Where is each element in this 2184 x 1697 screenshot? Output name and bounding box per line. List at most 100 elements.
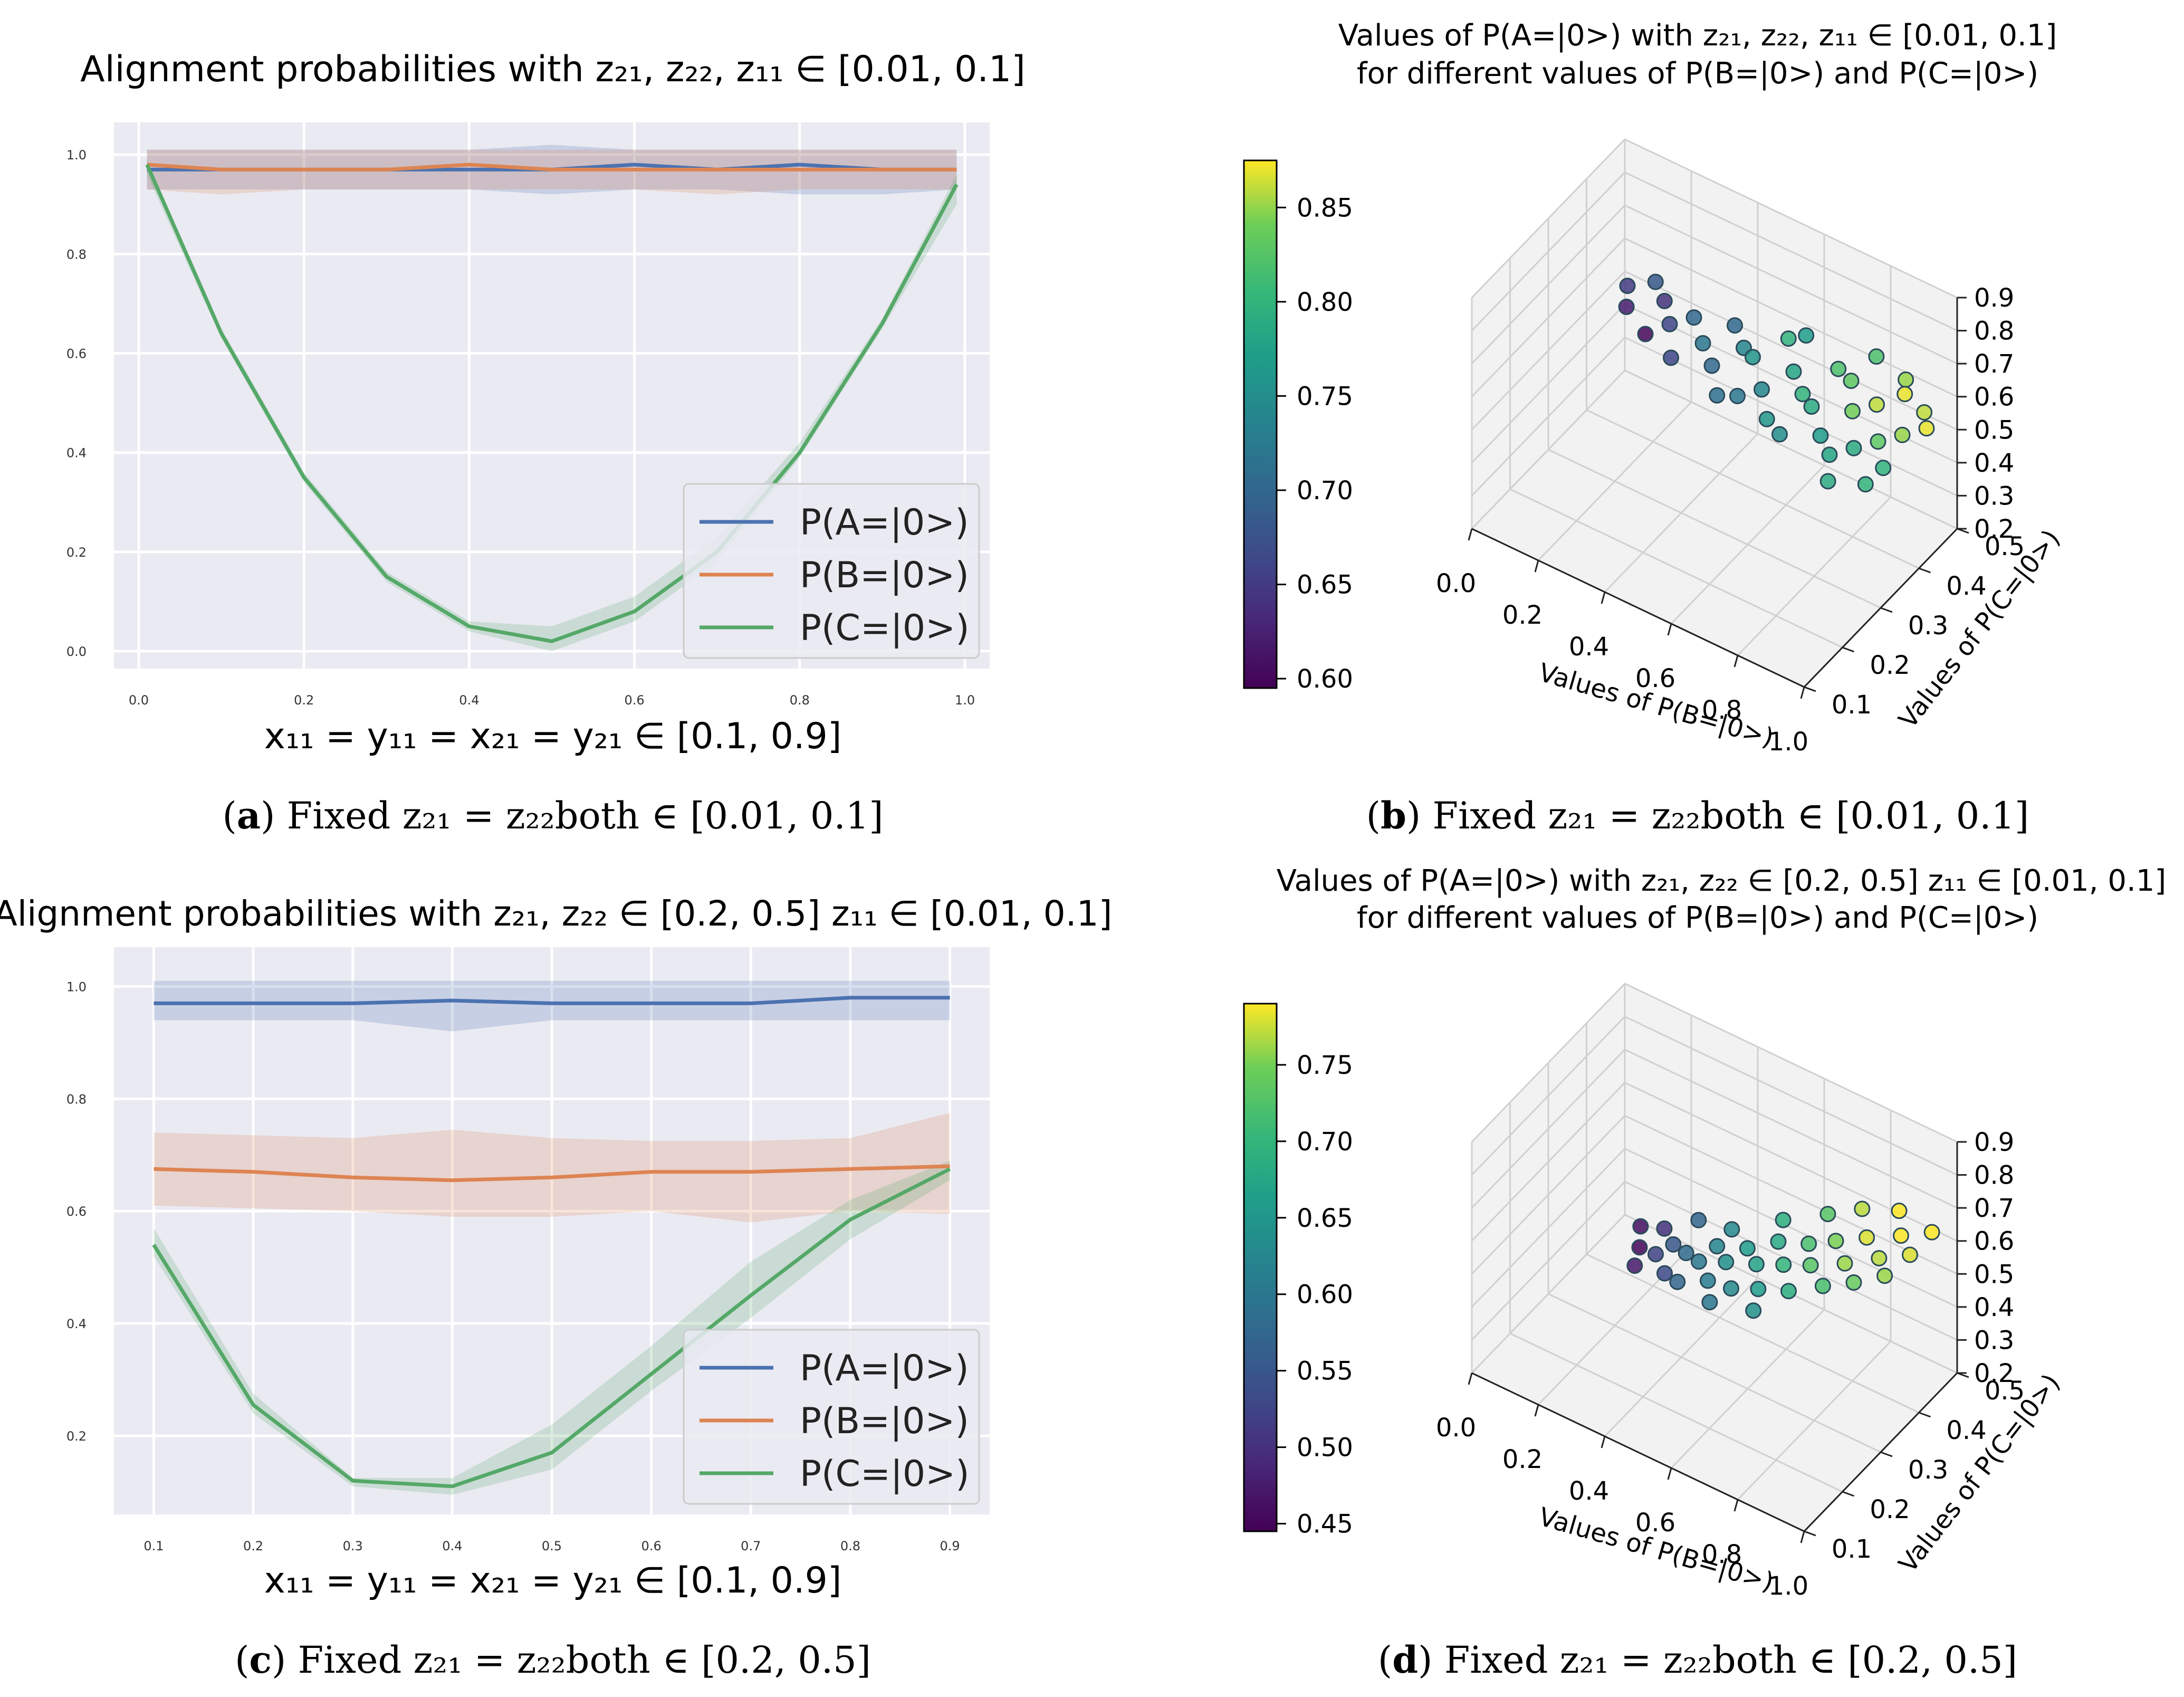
chart-c-legend: P(A=|0>) P(B=|0>) P(C=|0>) <box>683 1329 980 1505</box>
a-xtick-label: 0.6 <box>625 693 645 708</box>
a-xtick-label: 0.8 <box>790 693 810 708</box>
b-xtick-label: 0.4 <box>1569 632 1609 662</box>
d-colorbar-ramp <box>1243 1003 1278 1532</box>
d-grid-back-z <box>1624 1114 1958 1275</box>
d-xtick <box>1534 1404 1539 1417</box>
chart-b-colorbar: 0.60 0.65 0.70 0.75 0.80 0.85 <box>1243 159 1353 694</box>
d-point <box>1678 1245 1694 1262</box>
d-point <box>1665 1236 1682 1253</box>
d-ztick-label: 0.6 <box>1974 1227 2014 1256</box>
d-point <box>1656 1265 1673 1282</box>
c-xtick-label: 0.2 <box>243 1539 263 1553</box>
b-ztick-label: 0.5 <box>1974 415 2014 445</box>
b-ztick-label: 0.7 <box>1974 349 2014 379</box>
d-ztick-label: 0.9 <box>1974 1128 2014 1157</box>
b-point <box>1656 292 1673 309</box>
d-point <box>1845 1274 1862 1291</box>
d-xtick-label: 0.0 <box>1436 1413 1476 1443</box>
c-ytick-label: 0.8 <box>66 1092 87 1107</box>
chart-b-3d-axes: 0.00.20.40.60.81.00.10.20.30.40.50.20.30… <box>1436 138 2066 757</box>
d-point <box>1854 1200 1871 1217</box>
b-grid-back-z <box>1624 337 1958 497</box>
b-ztick-label: 0.8 <box>1974 317 2014 346</box>
d-colorbar-label: 0.55 <box>1297 1357 1353 1386</box>
d-point <box>1723 1280 1739 1297</box>
d-ztick-label: 0.8 <box>1974 1161 2014 1190</box>
caption-a-letter: a <box>237 794 261 837</box>
b-colorbar-label: 0.85 <box>1297 193 1353 223</box>
chart-a-bands <box>147 145 957 652</box>
b-grid-left-z <box>1471 369 1626 530</box>
chart-a-lines <box>145 163 959 643</box>
d-colorbar-label: 0.65 <box>1297 1204 1353 1233</box>
a-ytick-label: 0.4 <box>66 446 87 461</box>
chart-b: Values of P(A=|0>) with z₂₁, z₂₂, z₁₁ ∈ … <box>1243 18 2066 837</box>
chart-c-ticks: 0.1 0.2 0.3 0.4 0.5 0.6 0.7 0.8 0.9 0.2 0.4 0.6 0.8 1… <box>66 980 960 1553</box>
d-colorbar-label: 0.50 <box>1297 1433 1353 1463</box>
d-point <box>1814 1277 1831 1294</box>
d-point <box>1739 1240 1756 1257</box>
b-grid-left-z <box>1471 271 1626 431</box>
a-legend-box <box>683 483 980 659</box>
b-point <box>1803 398 1820 415</box>
d-xtick <box>1601 1436 1606 1448</box>
d-grid-left-z <box>1471 1181 1626 1341</box>
d-ytick-label: 0.2 <box>1870 1495 1910 1524</box>
b-grid-floor-y <box>1586 409 1920 569</box>
b-grid-left-z <box>1471 303 1626 463</box>
b-xtick-label: 0.0 <box>1436 569 1476 598</box>
d-grid-left-z <box>1471 1082 1626 1242</box>
d-point <box>1626 1257 1643 1274</box>
d-point <box>1690 1253 1707 1270</box>
d-point <box>1876 1267 1893 1284</box>
b-colorbar-label: 0.70 <box>1297 476 1353 506</box>
caption-d: (d) Fixed z₂₁ = z₂₂both ∈ [0.2, 0.5] <box>1378 1638 2017 1682</box>
c-xtick-label: 0.6 <box>641 1539 662 1553</box>
b-colorbar-label: 0.65 <box>1297 570 1353 600</box>
a-xtick-label: 0.4 <box>459 693 479 708</box>
b-point <box>1694 335 1711 351</box>
d-point <box>1690 1212 1707 1228</box>
d-grid-floor-y <box>1586 1253 1920 1414</box>
caption-c: (c) Fixed z₂₁ = z₂₂both ∈ [0.2, 0.5] <box>235 1638 871 1682</box>
b-point <box>1663 349 1679 366</box>
d-ztick-label: 0.3 <box>1974 1326 2014 1355</box>
chart-a-legend: P(A=|0>) P(B=|0>) P(C=|0>) <box>683 483 980 659</box>
a-ytick-label: 0.8 <box>66 247 87 262</box>
a-line-series-3 <box>145 164 959 643</box>
b-ytick-label: 0.1 <box>1832 690 1872 720</box>
d-grid-back-z <box>1624 1016 1958 1176</box>
b-point <box>1918 420 1935 437</box>
b-point <box>1821 446 1838 463</box>
b-point <box>1894 426 1911 443</box>
d-point <box>1723 1221 1740 1238</box>
b-ztick-label: 0.9 <box>1974 283 2014 313</box>
b-grid-left-z <box>1471 337 1626 497</box>
b-point <box>1798 327 1815 344</box>
b-point <box>1794 386 1811 403</box>
d-point <box>1632 1218 1649 1235</box>
chart-a: Alignment probabilities with z₂₁, z₂₂, z… <box>66 49 1026 837</box>
b-point <box>1780 330 1797 347</box>
c-ytick-label: 1.0 <box>66 980 87 995</box>
b-xtick <box>1468 528 1473 541</box>
d-ytick <box>1804 1530 1816 1537</box>
b-point <box>1709 387 1726 404</box>
b-point <box>1703 357 1720 374</box>
c-xtick-label: 0.9 <box>940 1539 960 1553</box>
caption-d-text: Fixed z₂₁ = z₂₂both ∈ [0.2, 0.5] <box>1444 1638 2017 1682</box>
c-xtick-label: 0.8 <box>840 1539 860 1553</box>
b-grid-back-z <box>1624 138 1958 299</box>
chart-b-subtitle: for different values of P(B=|0>) and P(C… <box>1357 56 2038 91</box>
c-xtick-label: 0.4 <box>442 1539 462 1553</box>
b-xtick-label: 0.8 <box>1702 695 1742 725</box>
chart-a-ticks: 0.0 0.2 0.4 0.6 0.8 1.0 0.0 0.2 0.4 0.6 0.8 1.0 <box>66 148 975 708</box>
d-colorbar-label: 0.70 <box>1297 1127 1353 1157</box>
d-point <box>1859 1229 1875 1246</box>
a-line-series-2 <box>147 163 957 171</box>
a-legend-label-3: P(C=|0>) <box>800 607 970 649</box>
c-ytick-label: 0.6 <box>66 1204 87 1219</box>
d-point <box>1718 1254 1735 1271</box>
d-grid-left-z <box>1471 983 1626 1143</box>
